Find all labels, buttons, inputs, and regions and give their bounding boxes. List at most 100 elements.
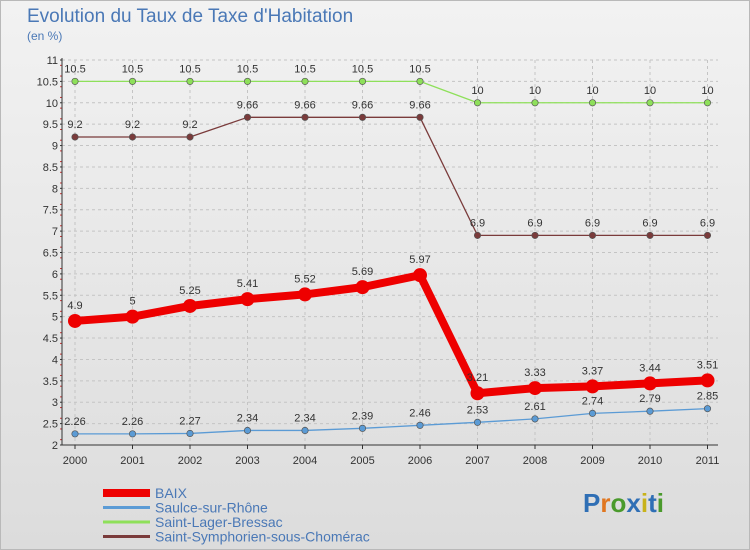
data-point: [531, 99, 539, 107]
data-point: [301, 113, 309, 121]
y-tick-label: 4.5: [43, 333, 58, 345]
y-tick-label: 7.5: [43, 205, 58, 217]
x-tick-label: 2006: [408, 455, 432, 467]
y-tick-label: 2: [52, 440, 58, 452]
data-label: 10.5: [179, 63, 200, 75]
x-tick-label: 2008: [523, 455, 547, 467]
data-label: 5.69: [352, 266, 373, 278]
data-point: [528, 381, 542, 396]
x-tick-label: 2009: [580, 455, 604, 467]
data-point: [243, 426, 252, 435]
data-label: 2.34: [294, 412, 315, 424]
y-tick-label: 7: [52, 226, 58, 238]
data-point: [703, 231, 712, 239]
data-point: [413, 268, 427, 283]
data-label: 10.5: [237, 63, 258, 75]
data-label: 2.61: [524, 401, 545, 413]
y-tick-label: 10: [46, 98, 58, 110]
data-point: [71, 133, 79, 141]
data-label: 3.51: [697, 359, 718, 371]
data-label: 5.25: [179, 285, 200, 297]
axes: [60, 58, 718, 449]
chart-title: Evolution du Taux de Taxe d'Habitation: [27, 6, 354, 27]
data-point: [240, 292, 255, 307]
data-label: 10.5: [294, 63, 315, 75]
data-label: 2.26: [64, 416, 85, 428]
data-label: 5.97: [409, 254, 430, 266]
proxiti-logo: Proxiti: [583, 488, 664, 519]
data-label: 6.9: [642, 217, 657, 229]
data-point: [588, 231, 597, 239]
data-point: [700, 373, 715, 388]
chart-subtitle: (en %): [27, 29, 63, 43]
data-point: [125, 309, 140, 324]
x-tick-label: 2003: [235, 455, 259, 467]
x-tick-label: 2004: [293, 455, 317, 467]
data-point: [243, 113, 252, 121]
data-label: 2.39: [352, 410, 373, 422]
data-point: [703, 405, 712, 413]
data-label: 10.5: [64, 63, 85, 75]
series-line-0: [71, 271, 712, 398]
series-group: [68, 77, 715, 438]
data-label: 6.9: [700, 217, 715, 229]
data-point: [298, 287, 312, 302]
data-label: 2.34: [237, 412, 258, 424]
y-tick-label: 4: [52, 354, 58, 366]
data-point: [186, 133, 194, 141]
logo-letter: t: [648, 488, 657, 518]
data-label: 2.53: [467, 404, 488, 416]
data-point: [531, 231, 539, 239]
y-tick-label: 10.5: [37, 76, 58, 88]
data-label: 10: [471, 85, 483, 97]
data-point: [643, 376, 657, 391]
data-label: 9.2: [67, 119, 82, 131]
data-point: [416, 421, 424, 429]
data-point: [588, 409, 597, 417]
data-label: 3.44: [639, 362, 660, 374]
data-point: [588, 99, 597, 107]
data-label: 5.52: [294, 273, 315, 285]
data-point: [128, 77, 137, 85]
legend-label-1: Saulce-sur-Rhône: [155, 500, 268, 516]
data-label: 2.85: [697, 391, 718, 403]
logo-letter: i: [640, 488, 649, 518]
x-axis-ticks: 2000 2001 2002 2003 2004 2005 2006 2007 2008 2009…: [63, 455, 720, 467]
y-tick-label: 5.5: [43, 290, 58, 302]
y-tick-label: 6.5: [43, 248, 58, 260]
data-label: 10: [701, 85, 713, 97]
data-point: [416, 77, 424, 85]
data-label: 10.5: [352, 63, 373, 75]
x-tick-label: 2007: [465, 455, 489, 467]
data-label: 10: [644, 85, 656, 97]
x-tick-label: 2011: [696, 455, 720, 467]
data-label: 2.79: [639, 393, 660, 405]
data-label: 9.66: [294, 99, 315, 111]
data-point: [473, 418, 482, 426]
y-tick-label: 6: [52, 269, 58, 281]
series-line-2: [74, 80, 709, 104]
logo-letter: P: [583, 488, 601, 518]
data-point: [531, 415, 539, 423]
data-point: [186, 429, 194, 438]
x-tick-label: 2000: [63, 455, 87, 467]
data-label: 10: [529, 85, 541, 97]
data-label: 2.74: [582, 395, 603, 407]
data-point: [71, 430, 79, 438]
y-tick-label: 9: [52, 141, 58, 153]
data-point: [243, 77, 252, 85]
data-label: 9.2: [125, 119, 140, 131]
data-label: 2.46: [409, 407, 430, 419]
y-tick-label: 8: [52, 183, 58, 195]
data-point: [128, 430, 137, 438]
series-line-1: [74, 407, 709, 435]
series-line-3: [74, 116, 709, 237]
data-point: [646, 407, 654, 415]
data-label: 6.9: [470, 217, 485, 229]
data-label: 3.37: [582, 365, 603, 377]
data-point: [470, 386, 485, 401]
legend-label-0: BAIX: [155, 485, 188, 501]
y-tick-label: 2.5: [43, 419, 58, 431]
data-label: 10.5: [122, 63, 143, 75]
